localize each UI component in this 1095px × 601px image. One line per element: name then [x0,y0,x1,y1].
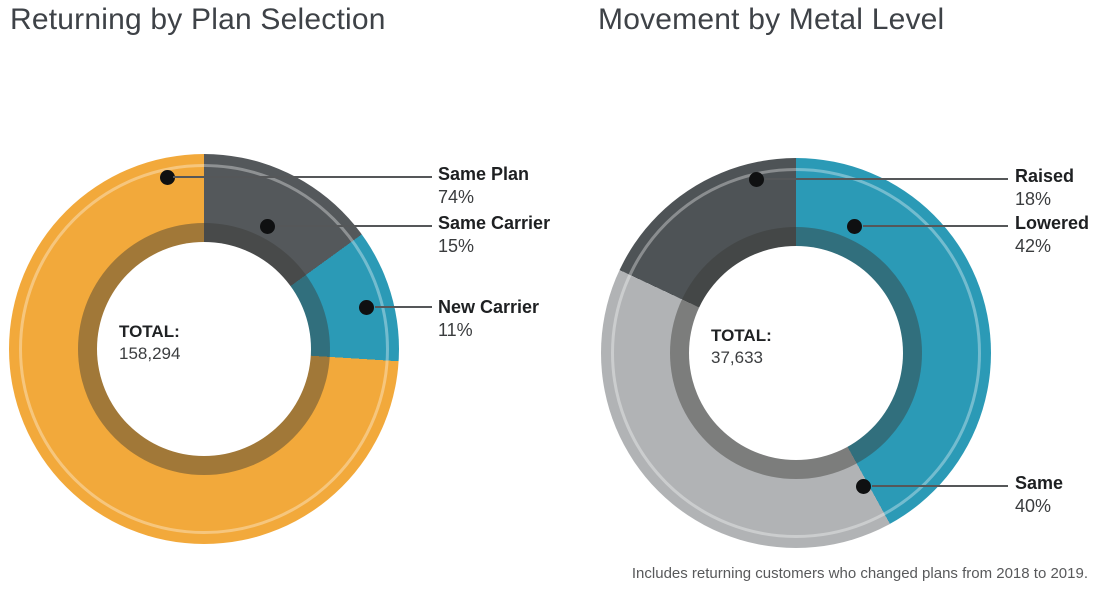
callout-line-new-carrier [375,306,432,308]
callout-label-same-carrier: Same Carrier 15% [438,212,550,258]
donut-center-total: TOTAL: 37,633 [711,325,772,369]
chart-title-metal-level: Movement by Metal Level [598,3,945,36]
chart-title-plan-selection: Returning by Plan Selection [10,3,386,36]
total-value: 158,294 [119,344,181,363]
callout-line-lowered [863,225,1008,227]
segment-name: Lowered [1015,213,1090,233]
donut-center-total: TOTAL: 158,294 [119,321,180,365]
callout-label-same: Same 40% [1015,472,1063,518]
donut-highlight-ring [19,164,389,534]
callout-dot-same-carrier [260,219,275,234]
callout-dot-new-carrier [359,300,374,315]
segment-name: Same [1015,473,1064,493]
callout-line-same-plan [173,176,432,178]
segment-percent: 74% [438,187,475,207]
callout-line-same-carrier [276,225,432,227]
donut-chart-metal-level: TOTAL: 37,633 [601,158,991,548]
total-label: TOTAL: [119,322,180,341]
segment-name: Same Carrier [438,213,551,233]
segment-percent: 11% [438,320,473,340]
callout-label-same-plan: Same Plan 74% [438,163,529,209]
donut-hole [689,246,903,460]
total-label: TOTAL: [711,326,772,345]
callout-label-lowered: Lowered 42% [1015,212,1089,258]
footnote: Includes returning customers who changed… [631,565,1088,582]
segment-percent: 15% [438,236,475,256]
callout-label-raised: Raised 18% [1015,165,1074,211]
segment-percent: 18% [1015,189,1052,209]
segment-name: Same Plan [438,164,530,184]
callout-line-raised [765,178,1008,180]
callout-dot-raised [749,172,764,187]
segment-percent: 42% [1015,236,1052,256]
donut-chart-plan-selection: TOTAL: 158,294 [9,154,399,544]
callout-dot-same-plan [160,170,175,185]
donut-highlight-ring [611,168,981,538]
donut-hole [97,242,311,456]
total-value: 37,633 [711,348,763,367]
callout-line-same [872,485,1008,487]
callout-dot-lowered [847,219,862,234]
segment-percent: 40% [1015,496,1052,516]
callout-label-new-carrier: New Carrier 11% [438,296,539,342]
segment-name: New Carrier [438,297,540,317]
callout-dot-same [856,479,871,494]
segment-name: Raised [1015,166,1075,186]
